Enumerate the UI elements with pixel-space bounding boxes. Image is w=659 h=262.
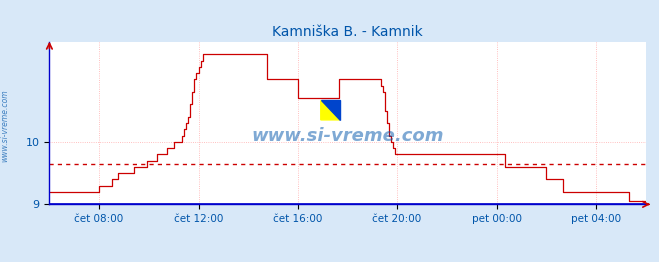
- Title: Kamniška B. - Kamnik: Kamniška B. - Kamnik: [272, 25, 423, 39]
- Text: www.si-vreme.com: www.si-vreme.com: [251, 127, 444, 145]
- Text: www.si-vreme.com: www.si-vreme.com: [1, 89, 10, 162]
- Polygon shape: [321, 100, 340, 120]
- Polygon shape: [321, 100, 340, 120]
